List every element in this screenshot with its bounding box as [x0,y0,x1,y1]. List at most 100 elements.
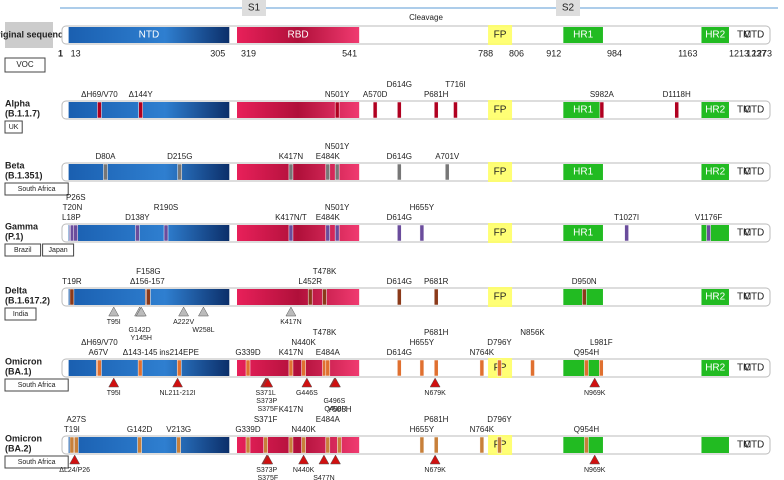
region: South Africa [18,186,56,193]
mutation-label: N440K [291,338,316,347]
mutation-triangle [108,306,120,317]
mutation-label: T478K [313,328,337,337]
fp [488,223,513,243]
mutation-marker [479,359,485,377]
fp [488,287,513,307]
mutation-marker [97,101,102,119]
hr1 [563,437,603,453]
mutation-label: L18P [62,213,81,222]
mutation-label: D614G [387,348,412,357]
mutation-label: V1176F [695,213,723,222]
mutation-marker [419,359,425,377]
region-box [4,307,37,321]
rbd [237,289,360,305]
region-box [4,378,69,392]
rbd [237,360,360,376]
mutation-marker [581,288,587,306]
mutation-marker [263,436,268,454]
mutation-marker [624,224,629,242]
mutation-label: S371L [255,390,275,397]
mutation-marker [419,436,425,454]
mutation-label: D796Y [487,338,512,347]
mutation-marker [146,288,151,306]
mutation-marker [288,224,294,242]
mutation-label: S982A [590,90,615,99]
mutation-marker [103,163,108,181]
domain-label: TM [737,30,751,41]
domain-label: FP [494,292,507,303]
domain-label: HR1 [573,228,593,239]
mutation-label: P26S [66,193,86,202]
mutation-label: K417N [280,319,301,326]
hr1 [563,164,603,180]
mutation-label: S375F [258,475,279,480]
mutation-label: D614G [387,277,412,286]
domain-label: CTD [744,105,765,116]
region-box [42,243,75,257]
mutation-marker [176,359,182,377]
domain-label: TM [737,167,751,178]
mutation-triangle [589,454,601,465]
domain-label: HR2 [705,292,725,303]
mutation-marker [69,288,75,306]
mutation-marker [163,224,169,242]
mutation-label: H655Y [410,203,435,212]
mutation-triangle [178,306,190,317]
s1: S1 [248,3,261,14]
region: South Africa [18,459,56,466]
mutation-marker [325,224,331,242]
mutation-marker [135,224,140,242]
fp [488,100,513,120]
domain-label: TM [737,228,751,239]
domain-label: FP [494,30,507,41]
domain-label: HR1 [573,30,593,41]
mutation-label: D950N [572,277,597,286]
mutation-triangle [172,377,183,388]
mutation-label: G339D [235,425,261,434]
hr2 [701,289,729,305]
mutation-label: A222V [173,319,194,326]
mutation-label: N679K [424,467,446,474]
hr2 [701,360,729,376]
hr2 [701,102,729,118]
position-label: 541 [342,48,357,58]
hr1 [563,27,603,43]
hr2 [701,437,729,453]
position-label: 13 [71,48,81,58]
hr2 [701,164,729,180]
mutation-triangle [285,306,297,317]
mutation-triangle [108,377,120,388]
domain-label: CTD [744,167,765,178]
mutation-label: ΔL24/P26 [59,467,90,474]
mutation-triangle [135,306,147,317]
mutation-label: Y145H [131,335,152,342]
voc-box [4,57,46,73]
mutation-marker [97,359,102,377]
mutation-marker [397,101,402,119]
mutation-label: E484A [316,348,341,357]
mutation-label: D796Y [487,415,512,424]
mutation-label: T95I [107,319,121,326]
mutation-marker [584,436,589,454]
mutation-label: T20N [63,203,83,212]
rbd [237,225,360,241]
mutation-label: K417N [279,348,304,357]
region-box [4,455,69,469]
mutation-marker [177,163,183,181]
region: UK [9,124,19,131]
mutation-label: T19R [62,277,82,286]
mutation-label: ΔH69/V70 [81,338,118,347]
mutation-triangle [198,306,209,317]
mutation-marker [530,359,535,377]
mutation-marker [599,359,604,377]
mutation-label: N764K [470,348,495,357]
mutation-label: K417N [279,152,304,161]
mutation-marker [334,224,340,242]
region: India [13,311,28,318]
ntd [68,164,230,180]
domain-label: CTD [744,292,765,303]
mutation-label: E484K [316,152,341,161]
mutation-label: G142D [129,327,151,334]
mutation-label: ins214EPE [159,348,199,357]
